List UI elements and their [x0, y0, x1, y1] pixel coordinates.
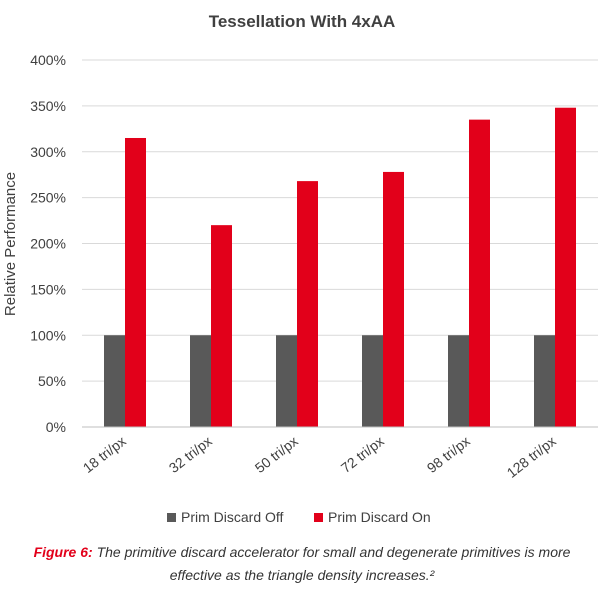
- y-tick-label: 250%: [30, 190, 66, 206]
- bar-prim-discard-off: [534, 335, 555, 427]
- bar-prim-discard-off: [448, 335, 469, 427]
- legend-label-on: Prim Discard On: [328, 509, 431, 525]
- bar-prim-discard-on: [555, 107, 576, 428]
- x-tick-label: 72 tri/px: [338, 433, 387, 476]
- x-tick-label: 32 tri/px: [166, 433, 215, 476]
- y-tick-label: 150%: [30, 281, 66, 297]
- x-tick-label: 50 tri/px: [252, 433, 301, 476]
- y-tick-label: 0%: [46, 419, 66, 435]
- bar-chart: Tessellation With 4xAA 0% 50% 100% 150% 200%…: [2, 12, 598, 525]
- bar-prim-discard-on: [297, 181, 318, 427]
- bar-prim-discard-off: [276, 335, 297, 427]
- chart-title: Tessellation With 4xAA: [209, 12, 396, 31]
- caption-text: The primitive discard accelerator for sm…: [96, 544, 571, 583]
- caption-lead: Figure 6:: [33, 544, 93, 560]
- bar-prim-discard-off: [362, 335, 383, 427]
- x-tick-label: 98 tri/px: [424, 433, 473, 476]
- y-tick-label: 200%: [30, 236, 66, 252]
- bar-prim-discard-on: [125, 137, 146, 428]
- bars: [104, 107, 576, 428]
- bar-prim-discard-off: [190, 335, 211, 427]
- bar-prim-discard-on: [469, 119, 490, 427]
- y-tick-label: 400%: [30, 52, 66, 68]
- x-axis-ticks: 18 tri/px 32 tri/px 50 tri/px 72 tri/px 98 t…: [80, 433, 559, 481]
- y-axis-ticks: 0% 50% 100% 150% 200% 250% 300% 350% 400%: [30, 52, 66, 435]
- gridlines: [82, 59, 598, 382]
- y-tick-label: 300%: [30, 144, 66, 160]
- x-tick-label: 18 tri/px: [80, 433, 129, 476]
- bar-prim-discard-on: [211, 225, 232, 427]
- legend: Prim Discard Off Prim Discard On: [167, 509, 431, 525]
- x-tick-label: 128 tri/px: [504, 433, 559, 481]
- figure-caption: Figure 6: The primitive discard accelera…: [10, 541, 594, 587]
- legend-swatch-off: [167, 513, 176, 522]
- y-tick-label: 50%: [38, 373, 66, 389]
- y-axis-label: Relative Performance: [2, 172, 19, 316]
- y-tick-label: 100%: [30, 327, 66, 343]
- legend-swatch-on: [314, 513, 323, 522]
- bar-prim-discard-on: [383, 171, 404, 427]
- legend-label-off: Prim Discard Off: [181, 509, 284, 525]
- bar-prim-discard-off: [104, 335, 125, 427]
- y-tick-label: 350%: [30, 98, 66, 114]
